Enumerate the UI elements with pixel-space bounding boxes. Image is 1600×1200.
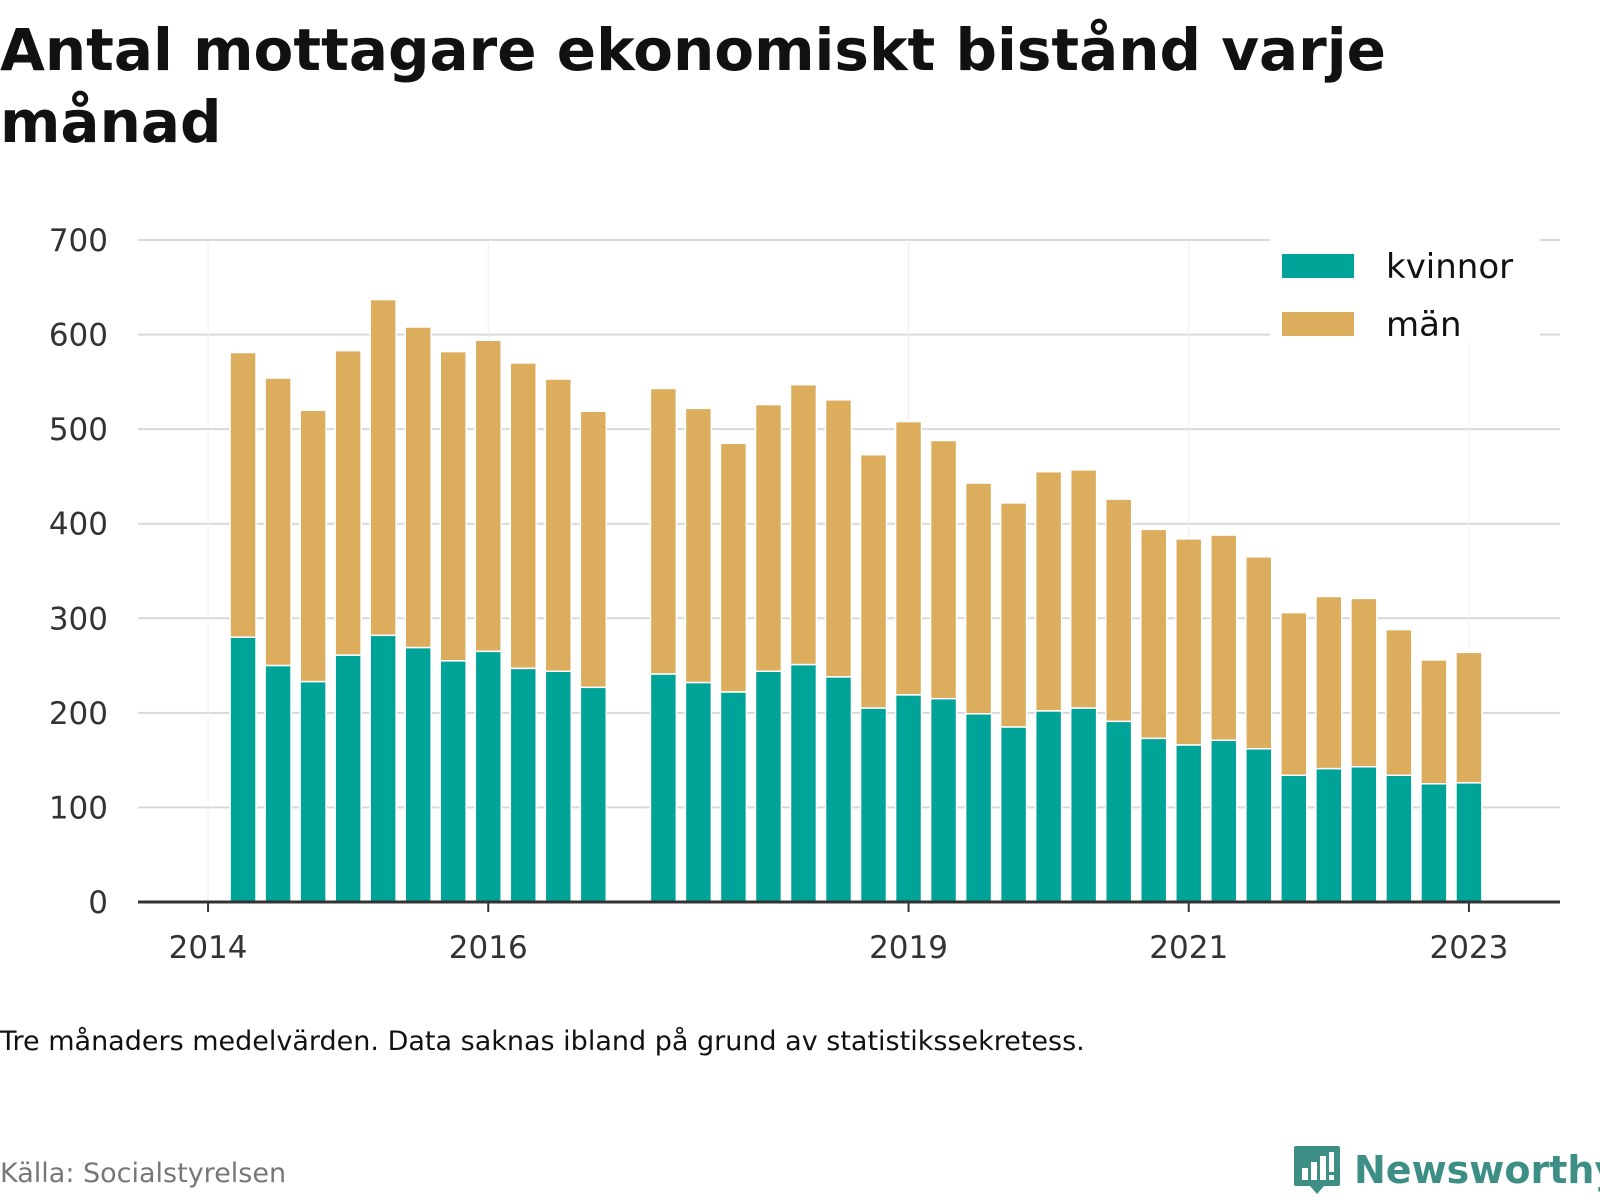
bar-man	[1350, 597, 1378, 768]
bar-kvinnor	[474, 650, 502, 903]
legend-label: kvinnor	[1386, 247, 1513, 287]
bar-man	[1455, 651, 1483, 784]
source-text: Källa: Socialstyrelsen	[0, 1158, 287, 1189]
bar-man	[404, 326, 432, 649]
bar-kvinnor	[999, 726, 1028, 903]
y-tick-label: 0	[88, 885, 108, 921]
bar-man	[334, 349, 362, 656]
y-tick-label: 200	[49, 696, 108, 732]
legend-swatch	[1282, 254, 1354, 278]
bar-kvinnor	[859, 707, 888, 903]
bars	[229, 298, 1483, 903]
chart-note: Tre månaders medelvärden. Data saknas ib…	[0, 1026, 1085, 1057]
chart-title: Antal mottagare ekonomiskt bistånd varje…	[0, 16, 1386, 156]
bar-kvinnor	[404, 646, 432, 903]
bar-man	[649, 387, 678, 675]
bar-man	[1034, 470, 1063, 712]
bar-kvinnor	[1280, 774, 1308, 903]
bar-kvinnor	[649, 673, 678, 903]
bar-kvinnor	[299, 680, 327, 903]
bar-kvinnor	[579, 686, 608, 903]
bar-kvinnor	[684, 681, 713, 903]
bar-man	[754, 403, 783, 672]
bar-man	[859, 453, 888, 709]
bar-man	[264, 377, 292, 667]
brand-logo[interactable]: Newsworthy	[1292, 1140, 1600, 1200]
bar-man	[1175, 538, 1203, 746]
bar-kvinnor	[1420, 783, 1448, 903]
bar-man	[684, 407, 713, 684]
bar-man	[1385, 628, 1413, 777]
bar-man	[544, 378, 573, 672]
bar-man	[1315, 595, 1343, 770]
bar-kvinnor	[544, 670, 573, 903]
legend-swatch	[1282, 312, 1354, 336]
bar-kvinnor	[1034, 710, 1063, 903]
y-tick-label: 100	[49, 790, 108, 826]
legend-label: män	[1386, 305, 1462, 345]
bar-kvinnor	[1315, 767, 1343, 903]
y-tick-label: 500	[49, 412, 108, 448]
bar-kvinnor	[789, 663, 818, 903]
bar-man	[1210, 534, 1238, 742]
y-tick-label: 700	[49, 223, 108, 259]
bar-man	[894, 420, 923, 696]
bar-man	[929, 439, 958, 700]
y-tick-label: 400	[49, 507, 108, 543]
bar-man	[1420, 659, 1448, 785]
y-tick-label: 300	[49, 601, 108, 637]
bar-kvinnor	[1385, 774, 1413, 903]
bar-kvinnor	[1350, 766, 1378, 903]
bar-man	[509, 362, 537, 670]
brand-name: Newsworthy	[1354, 1148, 1600, 1192]
bar-kvinnor	[1104, 720, 1133, 903]
legend: kvinnor män	[1270, 232, 1540, 345]
bar-man	[579, 410, 608, 689]
bar-kvinnor	[964, 713, 993, 903]
x-tick-label: 2021	[1149, 930, 1228, 966]
bar-man	[1140, 528, 1168, 740]
bar-man	[1104, 498, 1133, 723]
y-axis-ticks: 0 100 200 300 400 500 600 700	[49, 223, 108, 921]
x-tick-label: 2016	[449, 930, 528, 966]
bar-man	[999, 502, 1028, 728]
x-axis: 2014 2016 2019 2021 2023	[138, 900, 1560, 966]
x-tick-label: 2023	[1429, 930, 1508, 966]
bar-kvinnor	[1069, 707, 1098, 903]
bar-kvinnor	[1175, 744, 1203, 903]
y-tick-label: 600	[49, 318, 108, 354]
bar-kvinnor	[369, 634, 397, 903]
x-tick-label: 2014	[169, 930, 248, 966]
bar-man	[964, 482, 993, 715]
bar-kvinnor	[754, 670, 783, 903]
bar-kvinnor	[264, 664, 292, 903]
bar-kvinnor	[1210, 739, 1238, 903]
bar-man	[474, 339, 502, 653]
bar-kvinnor	[229, 636, 257, 903]
bar-man	[1280, 611, 1308, 777]
bar-kvinnor	[509, 667, 537, 903]
bar-kvinnor	[439, 660, 467, 903]
bar-man	[299, 409, 327, 683]
bar-man	[439, 350, 467, 662]
bar-kvinnor	[894, 694, 923, 903]
bar-man	[1069, 469, 1098, 709]
bar-kvinnor	[1455, 782, 1483, 903]
bar-chart-speech-bubble-icon	[1292, 1144, 1342, 1196]
bar-kvinnor	[824, 676, 853, 903]
bar-man	[369, 298, 397, 637]
bar-man	[229, 351, 257, 638]
x-tick-label: 2019	[869, 930, 948, 966]
bar-kvinnor	[929, 697, 958, 903]
bar-kvinnor	[1140, 737, 1168, 903]
bar-kvinnor	[719, 691, 748, 903]
bar-kvinnor	[1245, 748, 1273, 903]
bar-man	[1245, 556, 1273, 750]
bar-man	[789, 383, 818, 666]
bar-man	[719, 442, 748, 693]
bar-kvinnor	[334, 654, 362, 903]
bar-man	[824, 399, 853, 678]
